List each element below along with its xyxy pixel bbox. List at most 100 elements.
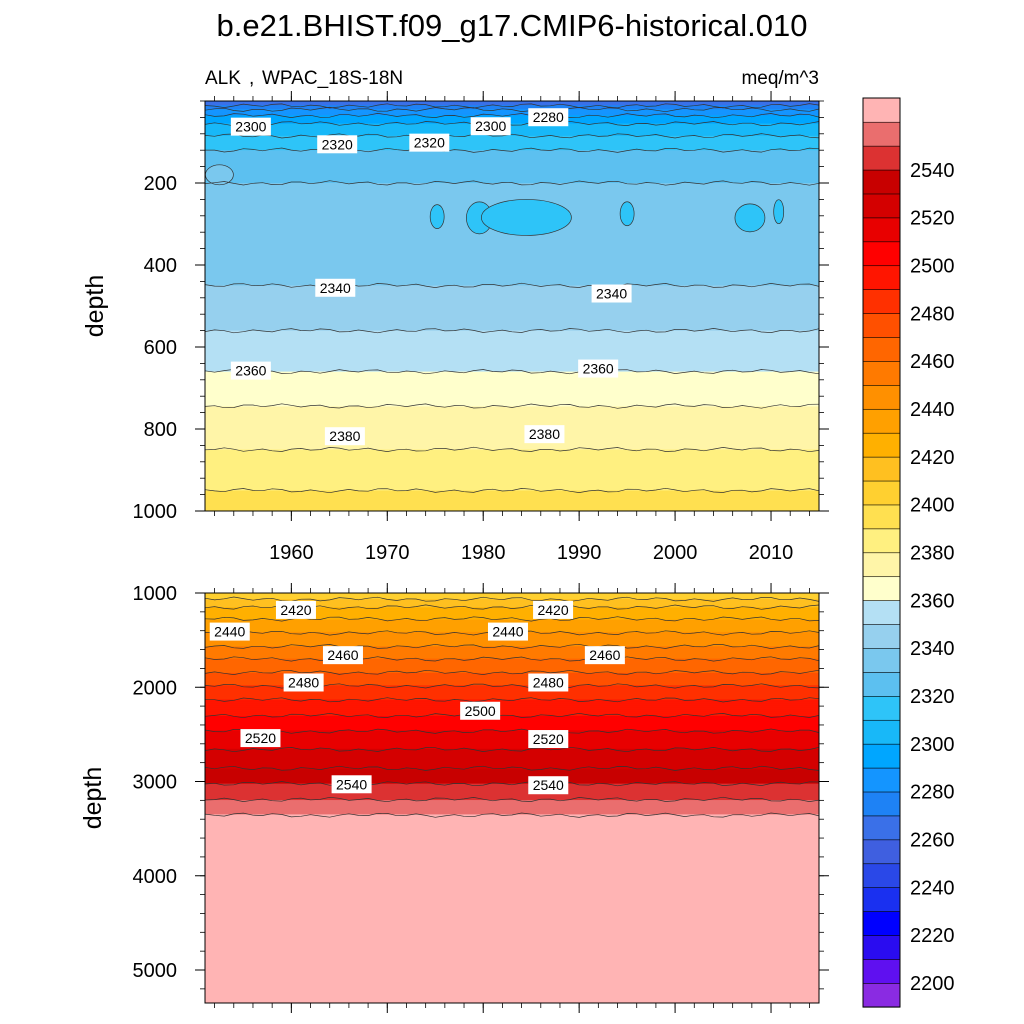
contour-fill-band bbox=[205, 748, 819, 752]
colorbar-tick-label: 2240 bbox=[910, 877, 955, 899]
x-tick-label: 1990 bbox=[557, 542, 602, 564]
contour-label-text: 2320 bbox=[414, 135, 445, 151]
contour-fill-band bbox=[205, 701, 819, 705]
colorbar-swatch bbox=[862, 193, 901, 219]
colorbar-swatch bbox=[862, 360, 901, 386]
contour-fill-band bbox=[205, 685, 819, 688]
contour-label: 2520 bbox=[240, 729, 281, 748]
upper-panel-contour-lines bbox=[205, 103, 819, 494]
contour-fill-band bbox=[205, 377, 819, 381]
contour-fill-band bbox=[205, 914, 819, 918]
contour-fill-band bbox=[205, 728, 819, 731]
contour-fill-band bbox=[205, 160, 819, 164]
contour-fill-band bbox=[205, 962, 819, 965]
contour-fill-band bbox=[205, 441, 819, 444]
contour-label-text: 2520 bbox=[245, 730, 276, 746]
colorbar-swatch bbox=[862, 408, 901, 434]
contour-fill-band bbox=[205, 857, 819, 861]
contour-fill-band bbox=[205, 966, 819, 969]
contour-label-box bbox=[487, 622, 528, 641]
contour-fill-band bbox=[205, 771, 819, 774]
contour-line bbox=[205, 712, 819, 719]
contour-label-text: 2480 bbox=[533, 674, 564, 690]
contour-fill-band bbox=[205, 734, 819, 738]
contour-label: 2320 bbox=[409, 133, 450, 152]
contour-line bbox=[205, 369, 819, 375]
contour-label-text: 2360 bbox=[235, 363, 266, 379]
contour-fill-band bbox=[205, 242, 819, 246]
contour-fill-band bbox=[205, 968, 819, 971]
colorbar-swatch bbox=[862, 695, 901, 721]
contour-fill-band bbox=[205, 248, 819, 252]
contour-fill-band bbox=[205, 976, 819, 979]
contour-fill-band bbox=[205, 414, 819, 418]
contour-label-text: 2480 bbox=[288, 674, 319, 690]
contour-label-box bbox=[331, 775, 372, 794]
contour-fill-band bbox=[205, 258, 819, 262]
contour-fill-band bbox=[205, 486, 819, 490]
contour-fill-band bbox=[205, 332, 819, 336]
contour-fill-band bbox=[205, 234, 819, 237]
colorbar-swatch bbox=[862, 312, 901, 338]
contour-fill-band bbox=[205, 900, 819, 904]
contour-line bbox=[205, 403, 819, 409]
contour-fill-band bbox=[205, 888, 819, 891]
contour-line bbox=[205, 328, 819, 334]
upper-panel-fill bbox=[205, 101, 819, 511]
contour-label-box bbox=[230, 117, 271, 136]
contour-fill-band bbox=[205, 271, 819, 274]
contour-fill-band bbox=[205, 750, 819, 754]
contour-fill-band bbox=[205, 806, 819, 809]
contour-label-box bbox=[409, 133, 450, 152]
contour-fill-band bbox=[205, 617, 819, 621]
contour-label-box bbox=[528, 108, 569, 127]
contour-fill-band bbox=[205, 603, 819, 606]
contour-fill-band bbox=[205, 720, 819, 723]
contour-fill-band bbox=[205, 353, 819, 356]
contour-fill-band bbox=[205, 843, 819, 846]
contour-label: 2360 bbox=[230, 361, 271, 380]
contour-fill-band bbox=[205, 990, 819, 994]
colorbar-swatch bbox=[862, 934, 901, 960]
contour-fill-band bbox=[205, 867, 819, 871]
contour-fill-band bbox=[205, 918, 819, 922]
contour-label: 2280 bbox=[528, 108, 569, 127]
contour-fill-band bbox=[205, 316, 819, 319]
colorbar-tick-label: 2460 bbox=[910, 351, 955, 373]
contour-fill-band bbox=[205, 484, 819, 487]
contour-fill-band bbox=[205, 195, 819, 198]
contour-fill-band bbox=[205, 711, 819, 715]
colorbar-swatch bbox=[862, 480, 901, 506]
colorbar-swatch bbox=[862, 384, 901, 410]
contour-fill-band bbox=[205, 347, 819, 350]
colorbar-swatch bbox=[862, 958, 901, 984]
contour-fill-band bbox=[205, 947, 819, 951]
contour-fill-band bbox=[205, 648, 819, 651]
contour-fill-band bbox=[205, 101, 819, 104]
colorbar-swatch bbox=[862, 336, 901, 362]
colorbar-swatch bbox=[862, 600, 901, 625]
upper-panel: 2300 2320 2320 2300 2280 2340 2340 2360 2360 2380… bbox=[81, 91, 829, 564]
contour-fill-band bbox=[205, 761, 819, 764]
contour-fill-band bbox=[205, 988, 819, 992]
contour-fill-band bbox=[205, 396, 819, 399]
contour-fill-band bbox=[205, 336, 819, 340]
label-comma: , bbox=[249, 68, 254, 89]
contour-label: 2440 bbox=[209, 622, 250, 641]
contour-fill-band bbox=[205, 334, 819, 338]
contour-fill-band bbox=[205, 326, 819, 330]
contour-label-box bbox=[470, 117, 511, 136]
contour-fill-band bbox=[205, 103, 819, 106]
contour-fill-band bbox=[205, 808, 819, 811]
contour-fill-band bbox=[205, 855, 819, 859]
contour-fill-band bbox=[205, 119, 819, 123]
contour-fill-band bbox=[205, 402, 819, 405]
colorbar-tick-label: 2400 bbox=[910, 495, 955, 517]
colorbar-swatch bbox=[862, 145, 901, 171]
contour-fill-band bbox=[205, 310, 819, 313]
contour-fill-band bbox=[205, 420, 819, 424]
contour-fill-band bbox=[205, 107, 819, 110]
contour-fill-band bbox=[205, 738, 819, 742]
contour-fill-band bbox=[205, 174, 819, 178]
contour-fill-band bbox=[205, 256, 819, 260]
